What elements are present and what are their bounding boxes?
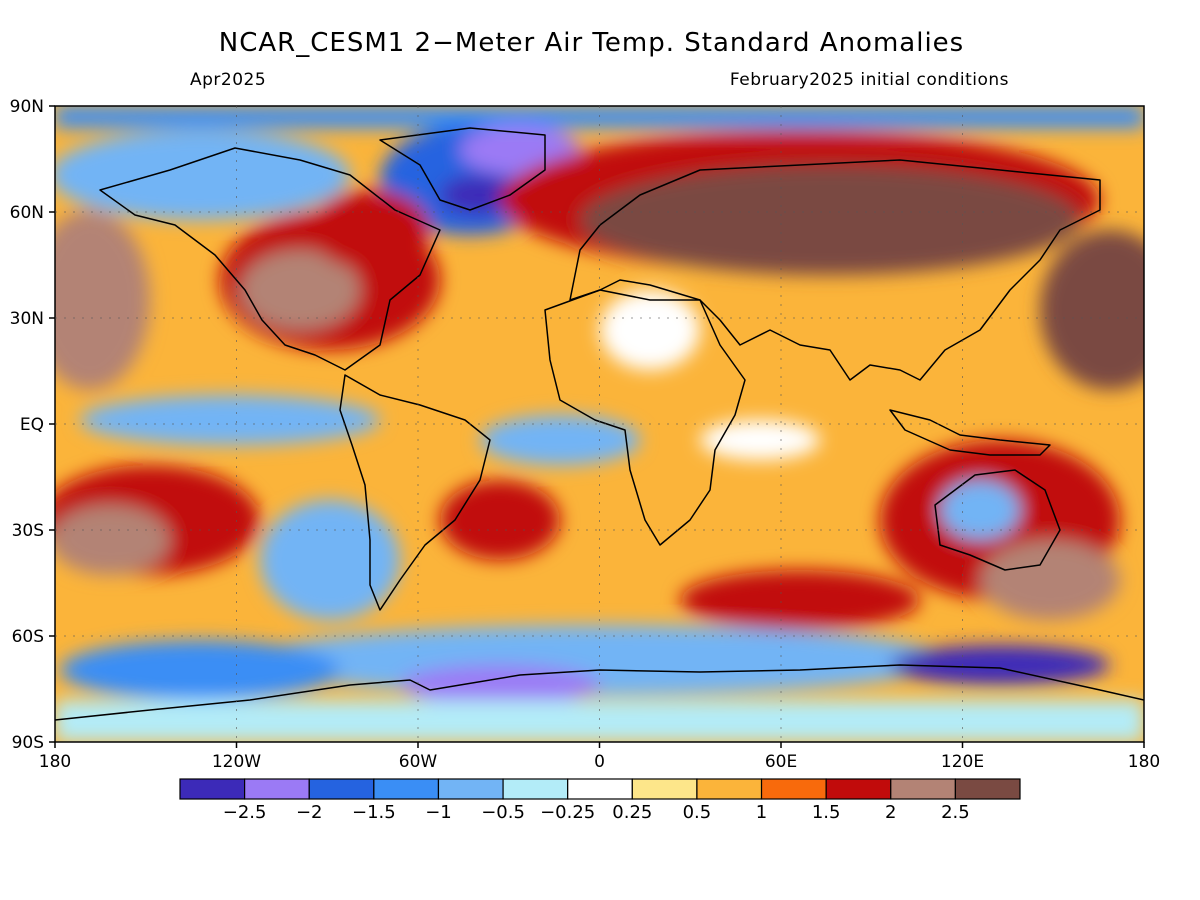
- colorbar-label: 2.5: [941, 802, 970, 823]
- x-tick-label: 60E: [765, 752, 797, 772]
- colorbar-swatch: [179, 778, 246, 800]
- forecast-month: Apr2025: [190, 70, 267, 90]
- colorbar-swatch: [954, 778, 1021, 800]
- colorbar-swatch: [437, 778, 504, 800]
- coastlines: [55, 127, 1144, 721]
- colorbar-label: −0.5: [481, 802, 525, 823]
- colorbar-label: 0.5: [683, 802, 712, 823]
- x-tick-label: 180: [39, 752, 71, 772]
- colorbar-swatch: [308, 778, 375, 800]
- graticule: [55, 106, 1144, 742]
- y-tick-label: 60S: [12, 627, 44, 647]
- latitude-axis: 90N 60N 30N EQ 30S 60S 90S: [10, 97, 55, 753]
- colorbar-label: 1: [756, 802, 767, 823]
- x-tick-label: 180: [1128, 752, 1160, 772]
- anomaly-field: [55, 106, 1144, 742]
- y-tick-label: EQ: [20, 415, 44, 435]
- colorbar-label: −2.5: [223, 802, 267, 823]
- colorbar-swatch: [890, 778, 956, 800]
- colorbar: −2.5 −2 −1.5 −1 −0.5 −0.25 0.25 0.5 1 1.5 2 2.5: [179, 778, 1021, 823]
- colorbar-swatch: [760, 778, 827, 800]
- colorbar-swatch: [696, 778, 763, 800]
- y-tick-label: 60N: [10, 203, 44, 223]
- colorbar-swatch: [244, 778, 310, 800]
- colorbar-swatch: [567, 778, 633, 800]
- y-tick-label: 90S: [12, 733, 44, 753]
- colorbar-swatch: [631, 778, 698, 800]
- x-tick-label: 120E: [941, 752, 984, 772]
- map-title: NCAR_CESM1 2−Meter Air Temp. Standard An…: [218, 28, 965, 58]
- x-tick-label: 60W: [399, 752, 438, 772]
- colorbar-label: 2: [885, 802, 896, 823]
- x-tick-label: 0: [594, 752, 605, 772]
- colorbar-swatch: [373, 778, 440, 800]
- longitude-axis: 180 120W 60W 0 60E 120E 180: [39, 742, 1160, 772]
- colorbar-label: 0.25: [612, 802, 652, 823]
- colorbar-swatch: [502, 778, 569, 800]
- colorbar-label: 1.5: [812, 802, 841, 823]
- colorbar-label: −2: [296, 802, 323, 823]
- y-tick-label: 30N: [10, 309, 44, 329]
- y-tick-label: 90N: [10, 97, 44, 117]
- x-tick-label: 120W: [212, 752, 261, 772]
- colorbar-label: −1: [425, 802, 452, 823]
- y-tick-label: 30S: [12, 521, 44, 541]
- initial-conditions: February2025 initial conditions: [729, 70, 1009, 90]
- colorbar-label: −1.5: [352, 802, 396, 823]
- colorbar-swatch: [825, 778, 892, 800]
- colorbar-label: −0.25: [540, 802, 595, 823]
